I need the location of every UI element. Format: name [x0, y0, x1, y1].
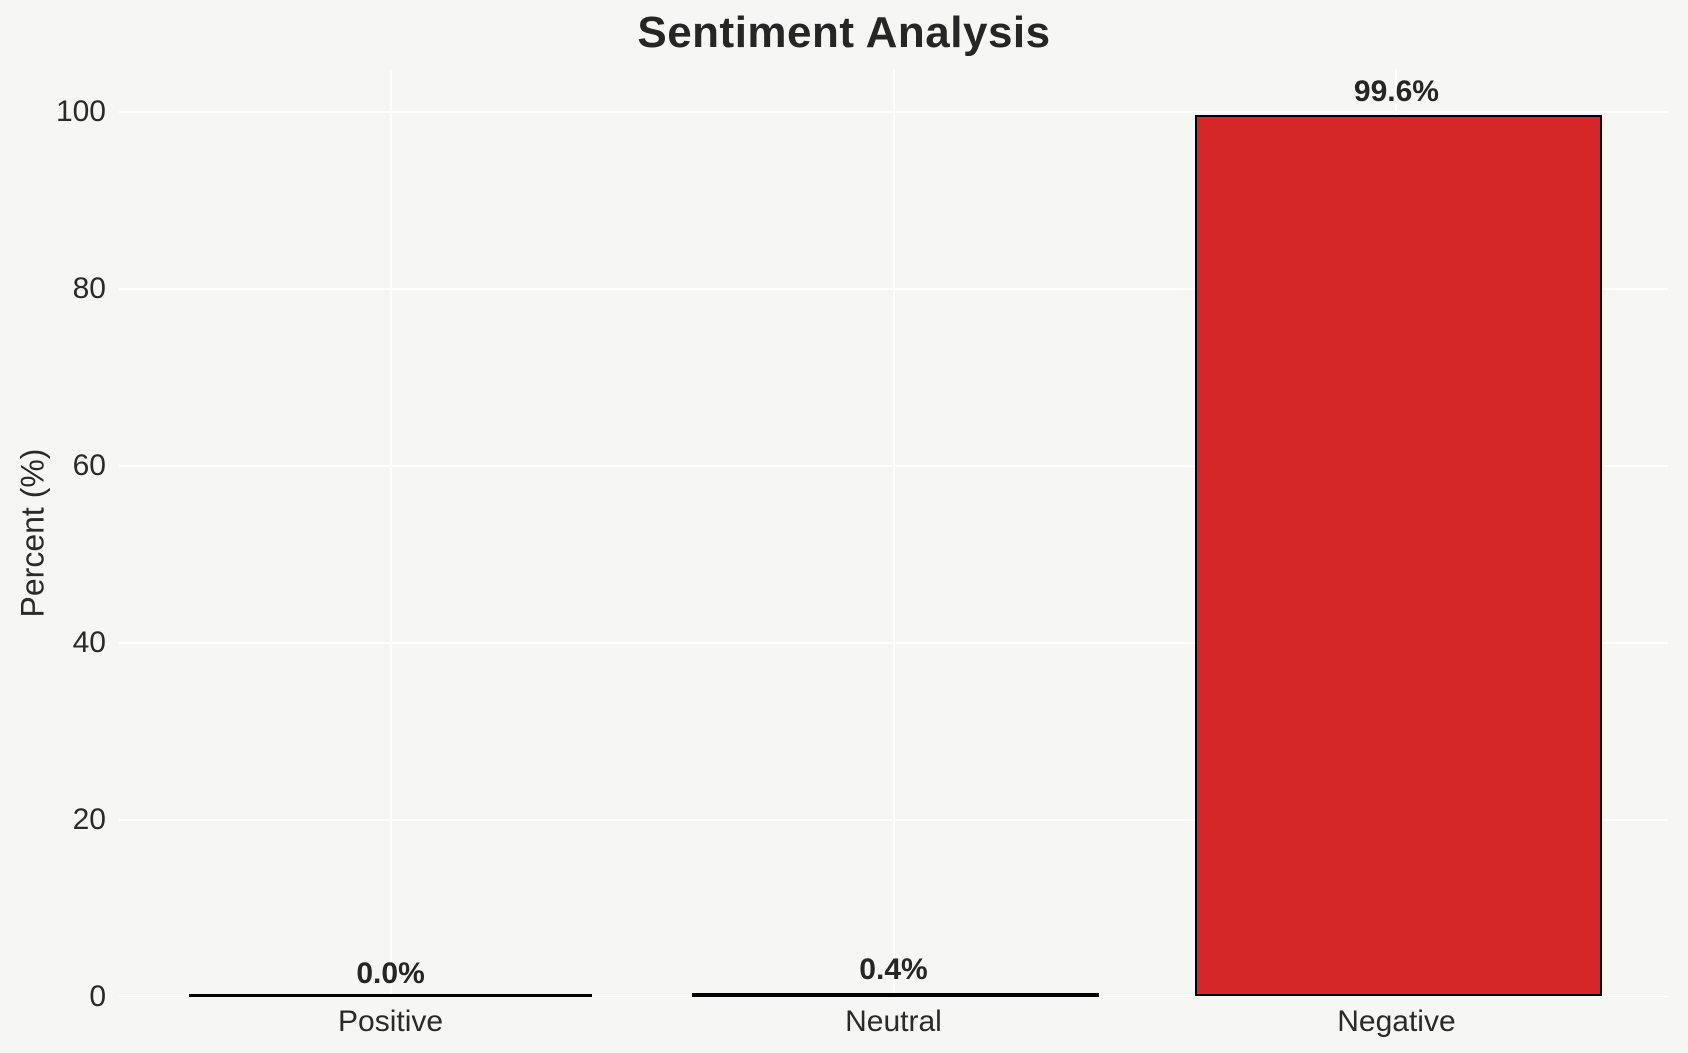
gridline-vertical [892, 70, 895, 997]
y-tick-label: 100 [55, 94, 106, 128]
y-tick-label: 80 [72, 271, 106, 305]
bar-value-label: 0.0% [356, 957, 425, 990]
x-tick-label: Negative [1337, 1005, 1456, 1038]
bar-value-label: 0.4% [859, 953, 928, 987]
y-tick-label: 0 [89, 980, 106, 1013]
gridline-vertical [389, 70, 392, 997]
bar-neutral [692, 993, 1099, 997]
x-tick-label: Positive [338, 1005, 444, 1038]
chart-title: Sentiment Analysis [637, 8, 1051, 57]
y-tick-label: 20 [72, 802, 106, 836]
bar-negative [1195, 115, 1602, 996]
bar-value-label: 99.6% [1353, 75, 1439, 109]
plot-area [119, 70, 1668, 997]
y-tick-label: 60 [72, 448, 106, 482]
x-tick-label: Neutral [845, 1005, 942, 1038]
bar-positive [189, 994, 592, 997]
y-tick-label: 40 [72, 625, 106, 659]
